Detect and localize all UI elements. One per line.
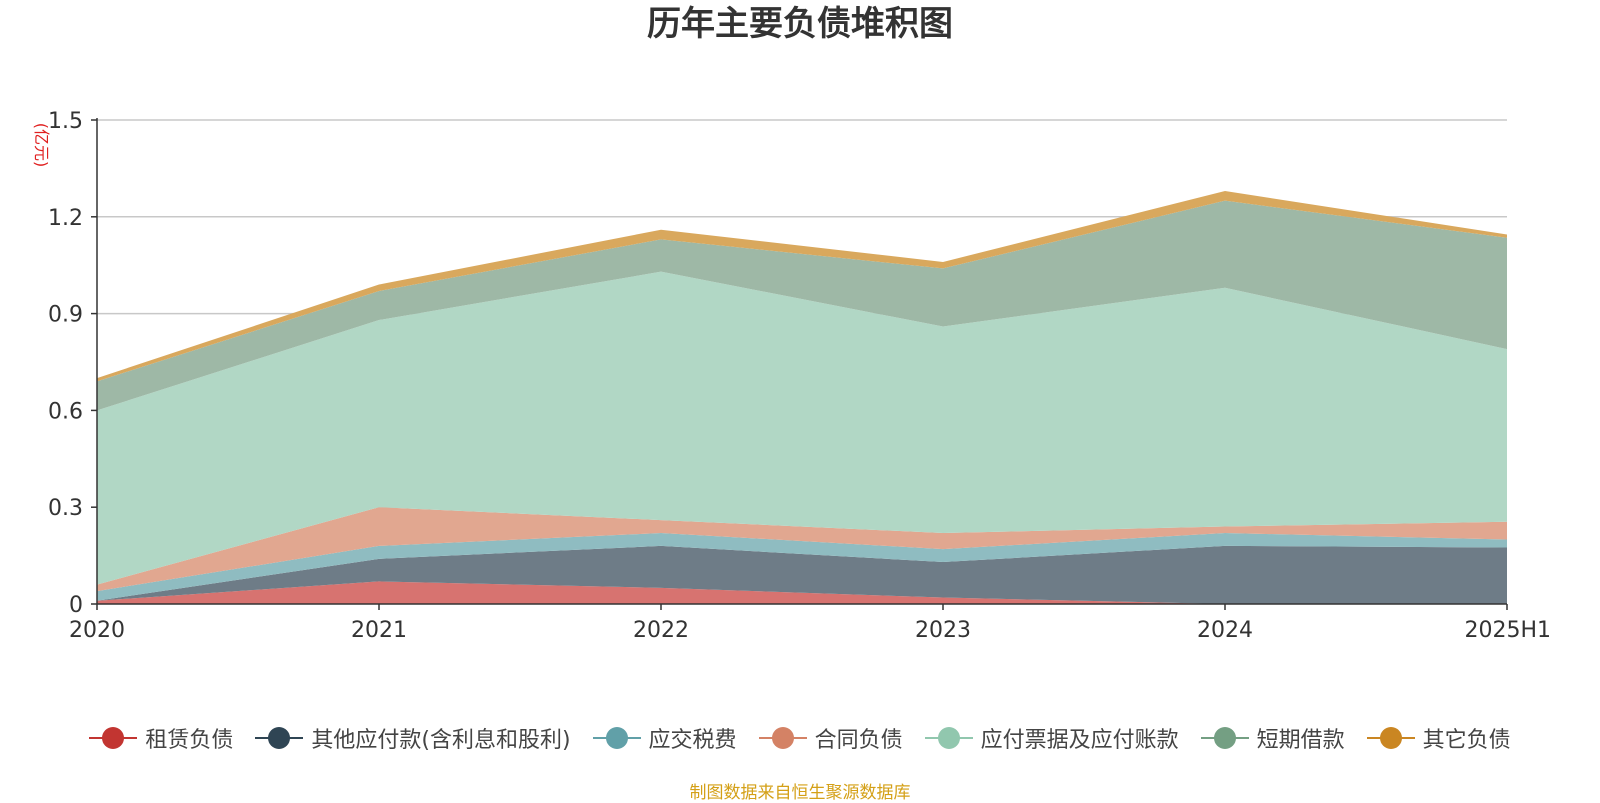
legend-label: 应付票据及应付账款 <box>980 728 1179 753</box>
area-series-3 <box>97 507 1507 592</box>
legend-label: 合同负债 <box>814 728 903 753</box>
area-series-5 <box>97 200 1507 411</box>
legend-marker-icon <box>255 725 304 751</box>
legend-marker-icon <box>1200 725 1249 751</box>
tick-labels: 0 0.3 0.6 0.9 1.2 1.5 2020 2021 2022 2023 2024 2025… <box>48 109 1551 643</box>
legend-item[interactable]: 合同负债 <box>758 722 903 754</box>
legend-marker-icon <box>89 725 138 751</box>
y-tick-label: 0.9 <box>48 303 83 328</box>
x-tick-label: 2020 <box>69 618 125 643</box>
area-series-6 <box>97 190 1507 382</box>
legend-label: 应交税费 <box>648 728 737 753</box>
legend-item[interactable]: 租赁负债 <box>89 722 233 754</box>
legend-marker-icon <box>592 725 641 751</box>
y-tick-label: 0.6 <box>48 399 83 424</box>
legend-label: 其它负债 <box>1422 728 1511 753</box>
legend-item[interactable]: 应交税费 <box>592 722 737 754</box>
x-tick-label: 2024 <box>1197 618 1253 643</box>
chart-canvas: 0 0.3 0.6 0.9 1.2 1.5 2020 2021 2022 2023 2024 2025… <box>32 109 1551 643</box>
legend-label: 短期借款 <box>1256 728 1345 753</box>
x-tick-label: 2025H1 <box>1464 618 1551 643</box>
legend-marker-icon <box>1366 725 1415 751</box>
y-tick-label: 1.2 <box>48 206 83 231</box>
y-axis-label: (亿元) <box>32 123 51 168</box>
source-note: 制图数据来自恒生聚源数据库 <box>689 783 911 803</box>
y-tick-label: 0 <box>69 593 83 618</box>
axes <box>91 118 1508 610</box>
y-tick-label: 1.5 <box>48 109 83 134</box>
legend-marker-icon <box>758 725 807 751</box>
legend-item[interactable]: 其他应付款(含利息和股利) <box>255 722 571 754</box>
legend-item[interactable]: 短期借款 <box>1200 722 1345 754</box>
legend-marker-icon <box>924 725 973 751</box>
x-tick-label: 2021 <box>351 618 407 643</box>
area-series-1 <box>97 545 1507 604</box>
x-tick-label: 2022 <box>633 618 689 643</box>
y-tick-label: 0.3 <box>48 496 83 521</box>
chart-title: 历年主要负债堆积图 <box>647 4 953 44</box>
x-tick-label: 2023 <box>915 618 971 643</box>
stacked-areas <box>97 190 1507 604</box>
legend: 租赁负债 其他应付款(含利息和股利) 应交税费 合同负债 应付票据及应付账款 短期借款 其它… <box>0 718 1600 758</box>
area-series-2 <box>97 533 1507 601</box>
legend-item[interactable]: 其它负债 <box>1366 722 1511 754</box>
legend-label: 其他应付款(含利息和股利) <box>311 728 571 753</box>
legend-label: 租赁负债 <box>145 728 234 753</box>
legend-item[interactable]: 应付票据及应付账款 <box>924 722 1179 754</box>
area-series-4 <box>97 271 1507 585</box>
